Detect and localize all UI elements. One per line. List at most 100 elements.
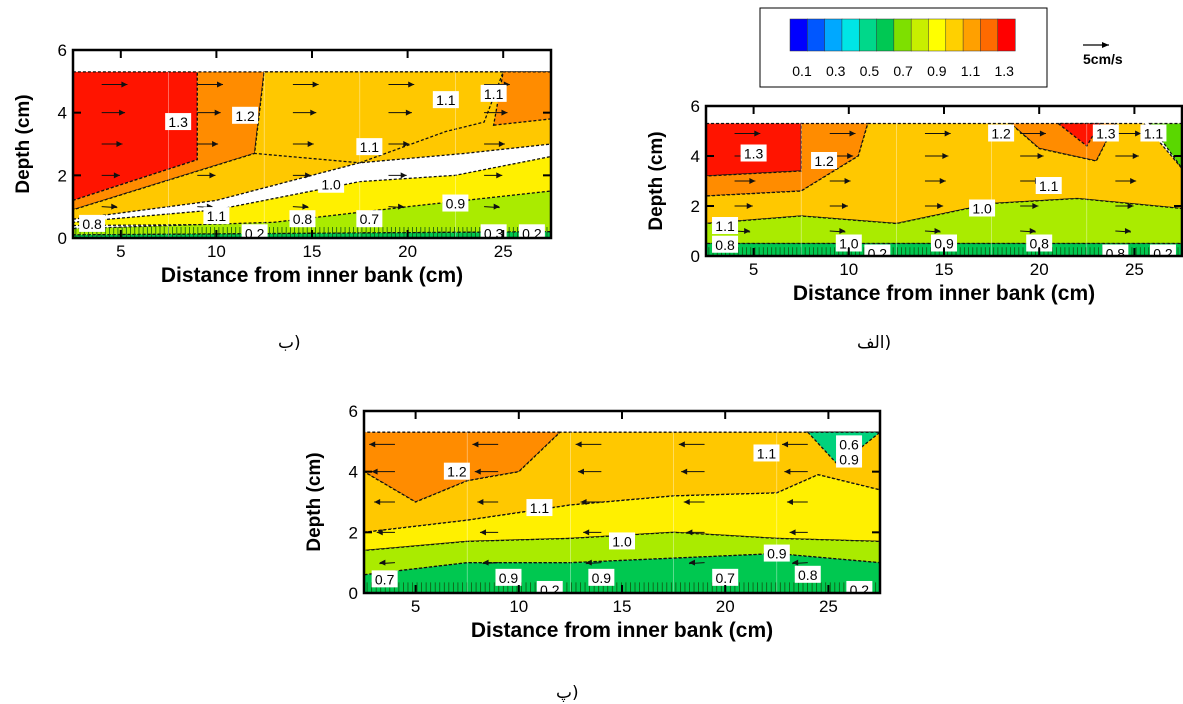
velocity-arrow-head: [683, 499, 690, 505]
contour-label: 1.1: [715, 218, 735, 234]
x-tick-label: 25: [494, 242, 513, 261]
contour-label-box: [864, 244, 891, 256]
contour-label-box: [356, 210, 383, 228]
velocity-arrow-head: [686, 529, 693, 536]
velocity-arrow-head: [746, 203, 753, 209]
contour-label: 0.9: [446, 196, 466, 212]
contour-label-box: [1092, 124, 1119, 142]
legend-swatch: [858, 18, 878, 52]
legend-swatch: [876, 18, 895, 52]
velocity-arrow-head: [792, 559, 799, 566]
y-axis-label: Depth (cm): [13, 94, 34, 193]
contour-label: 0.8: [82, 216, 102, 232]
velocity-arrow-head: [1135, 130, 1142, 137]
contour-label-box: [846, 580, 873, 593]
contour-label: 1.1: [1144, 126, 1164, 142]
velocity-arrow-head: [1032, 203, 1039, 209]
velocity-arrow-head: [312, 81, 319, 88]
contour-label-box: [1035, 177, 1062, 194]
velocity-arrow-head: [121, 81, 128, 88]
velocity-arrow-head: [585, 559, 592, 566]
contour-region: [364, 474, 880, 552]
velocity-arrow-head: [307, 141, 314, 147]
y-tick-label: 4: [691, 147, 700, 166]
x-tick-label: 20: [716, 597, 735, 616]
velocity-arrow-head: [379, 559, 386, 566]
legend-tick-label: 0.5: [860, 63, 880, 79]
velocity-arrow-head: [841, 203, 848, 209]
contour-label-box: [969, 199, 996, 217]
velocity-arrow-head: [934, 228, 941, 234]
velocity-arrow-head: [937, 203, 944, 209]
y-tick-label: 4: [58, 104, 67, 123]
velocity-arrow-head: [472, 441, 479, 448]
velocity-arrow-head: [580, 499, 587, 505]
contour-label: 0.8: [1029, 236, 1049, 252]
contour-label: 0.2: [540, 582, 560, 598]
x-axis-label: Distance from inner bank (cm): [161, 264, 463, 287]
contour-label-box: [526, 499, 553, 517]
contour-region: [1056, 122, 1102, 147]
velocity-arrow-head: [496, 172, 503, 179]
velocity-arrow-head: [749, 178, 756, 184]
caption-be: ب): [278, 333, 301, 353]
contour-label-box: [588, 568, 615, 586]
contour-region: [364, 531, 880, 576]
contour-label-box: [794, 565, 821, 583]
velocity-arrow-head: [302, 203, 309, 210]
velocity-arrow-head: [784, 468, 791, 475]
contour-label-box: [1140, 124, 1167, 142]
caption-alef: الف): [857, 333, 892, 353]
contour-label-box: [836, 435, 863, 453]
velocity-arrow-head: [782, 441, 789, 448]
contour-label-box: [609, 532, 635, 550]
contour-label-box: [165, 113, 192, 131]
contour-label-box: [480, 224, 507, 238]
velocity-arrow-head: [942, 153, 949, 159]
contour-label: 1.1: [757, 445, 777, 461]
velocity-arrow-head: [944, 130, 951, 137]
x-tick-label: 5: [116, 242, 125, 261]
y-tick-label: 2: [691, 197, 700, 216]
velocity-arrow-head: [477, 499, 484, 505]
panel-be: 1.3 1.2 1.1 1.1 1.1 1.0 0.9 1.1 0.8 0.7 0.8 0.2 0.3 0…: [13, 41, 553, 287]
velocity-arrow-head: [786, 499, 793, 505]
contour-label: 1.0: [321, 177, 341, 193]
y-tick-label: 4: [349, 463, 358, 482]
legend-swatch: [824, 18, 843, 52]
velocity-arrow-head: [575, 441, 582, 448]
contour-label: 1.1: [484, 86, 504, 102]
y-tick-label: 0: [58, 229, 67, 248]
x-tick-label: 20: [1030, 260, 1049, 279]
velocity-arrow-head: [754, 130, 761, 137]
contour-label-box: [988, 124, 1015, 142]
vector-reference-label: 5cm/s: [1083, 51, 1123, 67]
plot-area: 1.21.10.60.91.11.00.90.80.7 0.90.20.9 0.70…: [364, 411, 880, 598]
x-tick-label: 15: [935, 260, 954, 279]
x-tick-label: 15: [613, 597, 632, 616]
contour-label: 0.2: [1153, 246, 1173, 262]
contour-label-box: [811, 152, 838, 169]
contour-label-box: [835, 234, 862, 252]
color-legend: 0.1 0.3 0.5 0.7 0.9 1.1 1.3: [759, 7, 1048, 88]
contour-label: 0.9: [767, 546, 787, 562]
contour-label: 0.9: [839, 452, 859, 468]
velocity-arrow-head: [212, 141, 219, 147]
contour-label: 0.8: [293, 211, 313, 227]
contour-label-box: [1149, 244, 1176, 256]
velocity-arrow-head: [1124, 228, 1131, 234]
contour-label-box: [443, 462, 470, 480]
x-tick-label: 5: [411, 597, 420, 616]
vector-reference: 5cm/s: [1083, 42, 1123, 67]
y-axis-label: Depth (cm): [304, 452, 325, 551]
legend-tick-label: 0.9: [927, 63, 947, 79]
velocity-arrow-head: [305, 172, 312, 179]
legend-swatch: [893, 18, 912, 52]
x-tick-label: 10: [839, 260, 858, 279]
x-tick-label: 5: [749, 260, 758, 279]
x-tick-label: 15: [303, 242, 322, 261]
contour-label: 1.2: [235, 108, 255, 124]
legend-swatch: [789, 18, 808, 52]
contour-label: 1.1: [436, 92, 456, 108]
